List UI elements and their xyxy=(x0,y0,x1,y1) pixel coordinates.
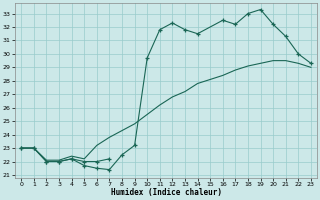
X-axis label: Humidex (Indice chaleur): Humidex (Indice chaleur) xyxy=(111,188,221,197)
